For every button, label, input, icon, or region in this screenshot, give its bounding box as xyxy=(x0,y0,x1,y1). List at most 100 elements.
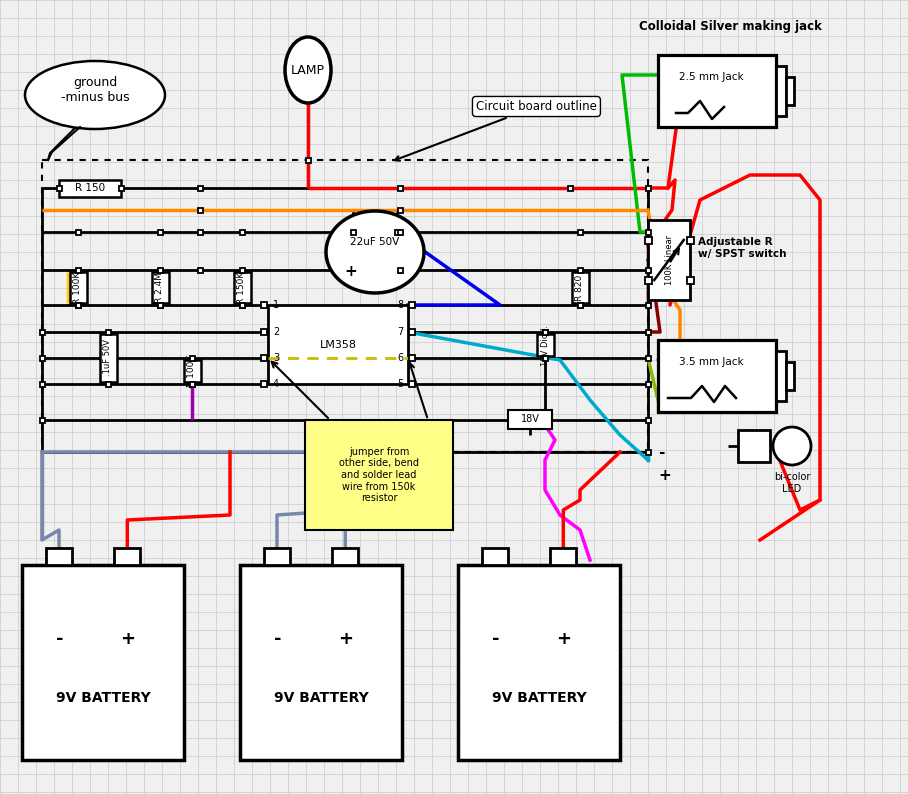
Ellipse shape xyxy=(25,61,165,129)
Text: 9V BATTERY: 9V BATTERY xyxy=(273,691,369,704)
Text: -: - xyxy=(55,630,63,648)
Text: 22uF 50V: 22uF 50V xyxy=(350,237,400,247)
Bar xyxy=(409,381,415,387)
Text: 9V BATTERY: 9V BATTERY xyxy=(55,691,151,704)
Bar xyxy=(646,356,650,360)
Bar xyxy=(22,565,184,760)
Text: Circuit board outline: Circuit board outline xyxy=(395,100,597,160)
Bar xyxy=(190,381,194,387)
Text: 3: 3 xyxy=(273,353,279,363)
Bar xyxy=(240,268,244,272)
Bar xyxy=(240,565,402,760)
Bar xyxy=(409,355,415,361)
Bar xyxy=(645,276,652,283)
Text: bi-color
LED: bi-color LED xyxy=(774,472,810,494)
Bar xyxy=(776,351,786,401)
Bar xyxy=(198,186,202,191)
Bar xyxy=(119,186,123,191)
Bar xyxy=(198,268,202,272)
Bar xyxy=(550,548,577,565)
Bar xyxy=(157,268,163,272)
Bar xyxy=(648,220,690,300)
Bar xyxy=(75,268,81,272)
Text: R 150K: R 150K xyxy=(238,272,246,303)
Bar xyxy=(786,361,794,391)
Text: 18V: 18V xyxy=(520,414,539,424)
Bar xyxy=(59,179,121,196)
Bar xyxy=(350,229,356,234)
Bar xyxy=(577,303,583,307)
Bar xyxy=(198,207,202,213)
Text: -: - xyxy=(658,445,665,460)
Bar xyxy=(75,303,81,307)
Text: LM358: LM358 xyxy=(320,340,357,349)
Bar xyxy=(190,356,194,360)
Bar xyxy=(40,330,44,334)
Bar xyxy=(658,55,776,127)
Bar xyxy=(542,330,548,334)
Ellipse shape xyxy=(326,211,424,293)
Text: 6: 6 xyxy=(397,353,403,363)
Bar xyxy=(40,418,44,422)
Bar xyxy=(577,229,583,234)
Bar xyxy=(686,237,694,244)
Bar xyxy=(190,381,194,387)
Bar xyxy=(42,160,648,452)
Bar xyxy=(646,381,650,387)
Bar xyxy=(394,229,400,234)
Text: -: - xyxy=(396,264,402,279)
Bar xyxy=(240,303,244,307)
Bar xyxy=(646,418,650,422)
Bar xyxy=(105,330,111,334)
Bar xyxy=(409,329,415,335)
Text: R 100K: R 100K xyxy=(187,355,196,387)
Bar xyxy=(508,410,552,429)
Bar xyxy=(332,548,359,565)
Text: ground
-minus bus: ground -minus bus xyxy=(61,76,129,104)
Text: 3.5 mm Jack: 3.5 mm Jack xyxy=(679,357,744,367)
Text: +: + xyxy=(345,264,358,279)
Bar xyxy=(398,186,402,191)
Bar xyxy=(261,302,267,308)
Bar xyxy=(568,186,573,191)
Bar xyxy=(646,303,650,307)
Text: R 150: R 150 xyxy=(75,183,105,193)
Text: -: - xyxy=(273,630,281,648)
Text: +: + xyxy=(120,630,134,648)
Bar xyxy=(157,303,163,307)
Bar xyxy=(261,329,267,335)
Text: 100K Linear: 100K Linear xyxy=(665,235,674,285)
Bar xyxy=(198,229,202,234)
Bar xyxy=(776,66,786,116)
Text: +: + xyxy=(556,630,571,648)
Text: Adjustable R
w/ SPST switch: Adjustable R w/ SPST switch xyxy=(698,237,786,259)
Bar xyxy=(305,157,311,163)
Text: +: + xyxy=(338,630,353,648)
Bar xyxy=(398,229,402,234)
Bar xyxy=(157,229,163,234)
Ellipse shape xyxy=(285,37,331,103)
Bar xyxy=(261,355,267,361)
Bar xyxy=(409,302,415,308)
Bar xyxy=(542,330,548,334)
Bar xyxy=(645,237,652,244)
Text: 1: 1 xyxy=(273,300,279,310)
Bar xyxy=(305,420,453,530)
Bar xyxy=(70,272,86,303)
Bar xyxy=(646,330,650,334)
Bar xyxy=(40,356,44,360)
Text: +: + xyxy=(658,468,671,484)
Bar xyxy=(786,76,794,106)
Text: -: - xyxy=(491,630,499,648)
Bar xyxy=(398,268,402,272)
Bar xyxy=(571,272,588,303)
Bar xyxy=(105,381,111,387)
Bar xyxy=(686,276,694,283)
Text: 8: 8 xyxy=(397,300,403,310)
Bar xyxy=(40,381,44,387)
Bar xyxy=(482,548,508,565)
Bar xyxy=(738,430,770,462)
Text: Colloidal Silver making jack: Colloidal Silver making jack xyxy=(638,20,822,33)
Bar xyxy=(75,303,81,307)
Text: R 100K: R 100K xyxy=(74,272,83,303)
